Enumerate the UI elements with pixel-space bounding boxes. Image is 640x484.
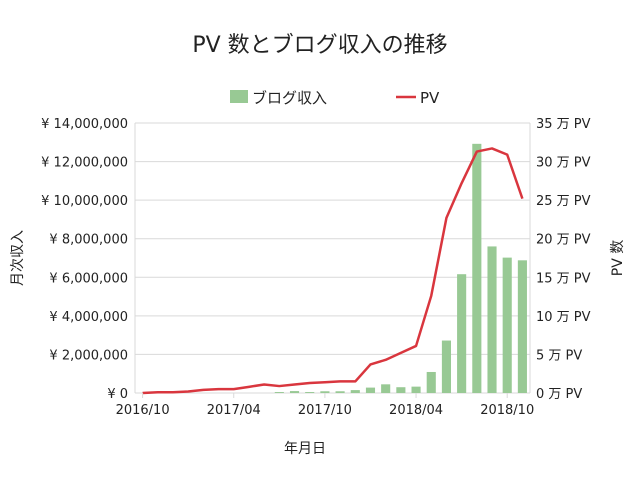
right-tick-label: 0 万 PV: [536, 387, 582, 402]
x-tick-label: 2016/10: [116, 403, 170, 418]
right-tick-label: 10 万 PV: [536, 310, 591, 325]
x-axis-label: 年月日: [284, 441, 326, 457]
bar: [335, 391, 345, 393]
legend-label-income: ブログ収入: [252, 89, 327, 107]
bar: [487, 246, 497, 393]
left-tick-label: ¥ 2,000,000: [49, 348, 128, 363]
x-tick-label: 2017/04: [207, 403, 261, 418]
right-tick-label: 25 万 PV: [536, 194, 591, 209]
right-tick-label: 15 万 PV: [536, 271, 591, 286]
bar: [320, 391, 330, 393]
bar: [396, 387, 406, 393]
chart-title: PV 数とブログ収入の推移: [192, 33, 447, 58]
left-tick-label: ¥ 8,000,000: [49, 233, 128, 248]
bar: [517, 260, 527, 393]
bar: [502, 257, 512, 393]
bar: [426, 371, 436, 393]
bar: [305, 392, 315, 393]
left-tick-label: ¥ 14,000,000: [41, 117, 128, 132]
left-tick-label: ¥ 6,000,000: [49, 271, 128, 286]
right-tick-label: 5 万 PV: [536, 348, 582, 363]
x-tick-label: 2018/10: [480, 403, 534, 418]
bar: [365, 387, 376, 393]
pv-line: [142, 147, 524, 395]
left-tick-label: ¥ 10,000,000: [41, 194, 128, 209]
left-tick-label: ¥ 12,000,000: [41, 156, 128, 171]
bar: [350, 390, 360, 393]
bar: [411, 386, 421, 393]
right-tick-label: 30 万 PV: [536, 156, 591, 171]
bar: [289, 391, 300, 393]
legend: ブログ収入 PV: [230, 89, 440, 107]
left-tick-label: ¥ 0: [107, 387, 128, 402]
right-axis-label: PV 数: [610, 240, 626, 276]
legend-label-pv: PV: [420, 89, 440, 107]
left-axis-label: 月次収入: [10, 230, 26, 286]
bar: [274, 392, 284, 393]
legend-swatch-income: [230, 90, 248, 103]
right-tick-label: 20 万 PV: [536, 233, 591, 248]
bar: [441, 340, 451, 393]
x-tick-label: 2018/04: [389, 403, 443, 418]
right-tick-label: 35 万 PV: [536, 117, 591, 132]
bar: [457, 274, 467, 393]
x-tick-label: 2017/10: [298, 403, 352, 418]
bar: [472, 143, 482, 393]
left-tick-label: ¥ 4,000,000: [49, 310, 128, 325]
bar: [381, 384, 391, 393]
